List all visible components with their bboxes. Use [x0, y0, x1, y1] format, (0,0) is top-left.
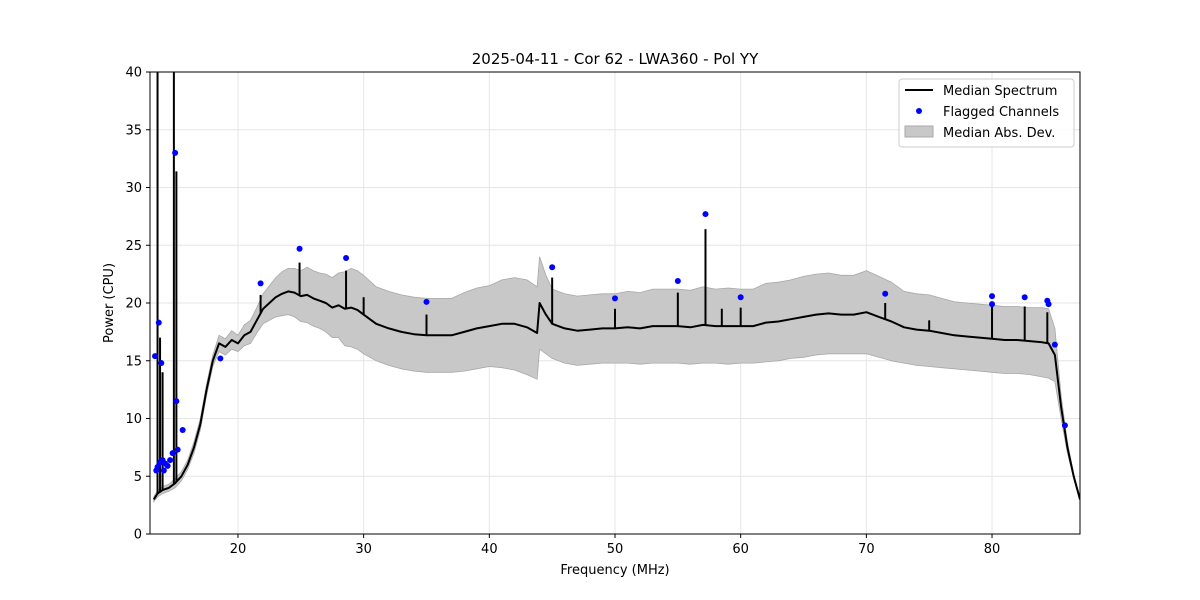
- legend-band-label: Median Abs. Dev.: [943, 126, 1055, 141]
- flagged-channel-point: [343, 254, 350, 261]
- x-tick-label: 20: [230, 542, 247, 557]
- y-tick-label: 20: [125, 297, 142, 312]
- y-tick-label: 10: [125, 412, 142, 427]
- flagged-channel-point: [169, 450, 176, 457]
- x-tick-label: 30: [355, 542, 372, 557]
- flagged-channel-point: [296, 245, 303, 252]
- flagged-channel-point: [702, 211, 709, 218]
- legend: Median Spectrum Flagged Channels Median …: [898, 78, 1075, 148]
- y-tick-label: 35: [125, 123, 142, 138]
- flagged-channel-point: [989, 293, 996, 300]
- flagged-channel-point: [167, 457, 174, 464]
- y-tick-label: 40: [125, 66, 142, 81]
- x-axis-label: Frequency (MHz): [560, 563, 669, 578]
- x-axis: 20 30 40 50 60 70 80: [230, 534, 1001, 557]
- y-tick-label: 25: [125, 239, 142, 254]
- flagged-channel-point: [173, 398, 180, 405]
- y-tick-label: 5: [134, 470, 142, 485]
- x-tick-label: 50: [607, 542, 624, 557]
- flagged-channel-point: [737, 294, 744, 301]
- flagged-channel-point: [549, 264, 556, 271]
- plot-layer: [152, 72, 1080, 503]
- flagged-channel-point: [1051, 341, 1058, 348]
- flagged-channel-point: [989, 301, 996, 308]
- flagged-channel-point: [882, 290, 889, 297]
- x-tick-label: 40: [481, 542, 498, 557]
- flagged-channel-point: [160, 467, 167, 474]
- flagged-channel-point: [612, 295, 618, 302]
- plot-content: [152, 72, 1080, 503]
- mad-band: [153, 256, 1080, 503]
- median-spectrum-line: [152, 290, 1080, 500]
- legend-band-swatch: [904, 125, 934, 138]
- flagged-channel-point: [154, 464, 161, 471]
- flagged-channel-point: [179, 427, 186, 434]
- chart-title: 2025-04-11 - Cor 62 - LWA360 - Pol YY: [472, 50, 759, 68]
- y-tick-label: 15: [125, 354, 142, 369]
- x-tick-label: 60: [732, 542, 749, 557]
- x-tick-label: 80: [984, 542, 1001, 557]
- flagged-channel-point: [423, 298, 430, 305]
- flagged-channel-point: [217, 355, 224, 362]
- flagged-channel-point: [1021, 294, 1028, 301]
- flagged-channel-point: [257, 280, 264, 287]
- y-axis-label: Power (CPU): [102, 263, 117, 343]
- flagged-channel-point: [174, 446, 181, 453]
- flagged-channel-point: [172, 149, 179, 156]
- flagged-channel-point: [164, 462, 171, 469]
- y-tick-label: 0: [134, 528, 142, 543]
- flagged-channel-point: [155, 319, 162, 326]
- legend-box: [898, 78, 1075, 148]
- x-tick-label: 70: [858, 542, 875, 557]
- flagged-channel-point: [674, 278, 681, 285]
- flagged-channel-point: [1045, 301, 1052, 308]
- y-axis: 0 5 10 15 20 25 30 35 40: [125, 66, 150, 543]
- flagged-channel-point: [158, 360, 165, 367]
- y-tick-label: 30: [125, 181, 142, 196]
- legend-flagged-marker: [916, 108, 922, 114]
- legend-median-label: Median Spectrum: [943, 84, 1057, 99]
- legend-flagged-label: Flagged Channels: [943, 105, 1059, 120]
- flagged-channel-point: [1061, 422, 1068, 429]
- flagged-channel-point: [152, 353, 159, 360]
